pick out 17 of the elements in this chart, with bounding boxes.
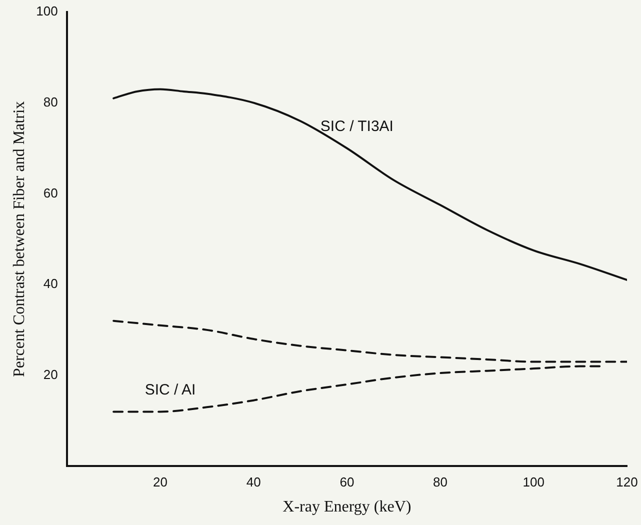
x-tick-label: 120 xyxy=(616,474,638,490)
x-tick-label: 60 xyxy=(340,474,354,490)
line-series xyxy=(112,88,627,281)
y-tick-label: 60 xyxy=(43,185,58,200)
line-series xyxy=(112,320,627,363)
x-tick-label: 80 xyxy=(433,474,448,490)
y-tick-label: 100 xyxy=(36,4,58,19)
x-axis-title: X-ray Energy (keV) xyxy=(282,498,412,516)
y-axis-title: Percent Contrast between Fiber and Matrix xyxy=(10,101,28,378)
x-tick-label: 40 xyxy=(246,474,261,490)
y-tick-label: 20 xyxy=(43,366,58,382)
x-tick-label: 20 xyxy=(153,474,168,490)
x-tick-label: 100 xyxy=(522,474,544,490)
y-tick-label: 40 xyxy=(43,276,58,292)
series-label: SIC / AI xyxy=(144,381,196,398)
series-label: SIC / TI3AI xyxy=(320,118,394,135)
y-tick-label: 80 xyxy=(43,94,58,110)
